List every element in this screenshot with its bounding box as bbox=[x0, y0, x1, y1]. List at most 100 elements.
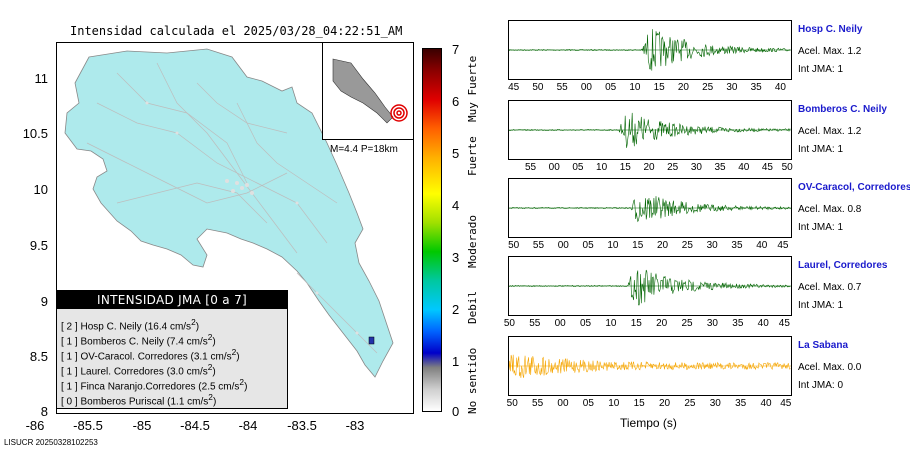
colorbar-tick: 5 bbox=[452, 146, 460, 161]
time-tick: 30 bbox=[706, 240, 718, 251]
time-tick: 00 bbox=[580, 82, 592, 93]
time-tick: 00 bbox=[557, 240, 569, 251]
time-tick: 55 bbox=[532, 398, 544, 409]
time-tick: 15 bbox=[632, 240, 644, 251]
station-marker[interactable] bbox=[368, 336, 375, 345]
waveform-panel[interactable] bbox=[508, 256, 792, 316]
colorbar-category: No sentido bbox=[466, 347, 479, 414]
time-tick: 40 bbox=[757, 318, 769, 329]
time-tick: 05 bbox=[582, 398, 594, 409]
legend-sup: 2 bbox=[207, 362, 213, 372]
time-tick: 50 bbox=[506, 398, 518, 409]
waveform-panel[interactable] bbox=[508, 100, 792, 160]
map-y-tick: 8.5 bbox=[29, 349, 48, 364]
legend-level: [ 1 ] bbox=[61, 381, 78, 393]
legend-sup: 2 bbox=[208, 392, 213, 402]
time-axis-label: Tiempo (s) bbox=[620, 416, 677, 430]
costa-rica-landmass bbox=[64, 48, 394, 378]
time-tick: 50 bbox=[532, 82, 544, 93]
waveform-trace bbox=[509, 112, 791, 148]
time-tick: 25 bbox=[681, 318, 693, 329]
map-svg bbox=[64, 48, 394, 378]
map-x-tick: -84 bbox=[238, 418, 258, 433]
time-tick: 45 bbox=[778, 318, 790, 329]
legend-close: ) bbox=[244, 381, 248, 393]
legend-station: Bomberos C. Neily (7.4 cm/s bbox=[80, 336, 208, 348]
map-y-tick: 9.5 bbox=[29, 238, 48, 253]
time-tick: 50 bbox=[503, 318, 515, 329]
time-tick: 30 bbox=[726, 82, 738, 93]
legend-level: [ 1 ] bbox=[61, 366, 78, 378]
station-acel: Acel. Max. 0.8 bbox=[798, 204, 862, 215]
town-markers bbox=[145, 101, 359, 335]
time-tick: 15 bbox=[630, 318, 642, 329]
intensity-colorbar bbox=[422, 48, 442, 412]
time-tick: 30 bbox=[690, 162, 702, 173]
time-tick: 15 bbox=[619, 162, 631, 173]
legend-station: OV-Caracol. Corredores (3.1 cm/s bbox=[80, 351, 232, 363]
time-tick: 25 bbox=[684, 398, 696, 409]
time-tick: 20 bbox=[656, 318, 668, 329]
map-y-tick: 8 bbox=[40, 404, 48, 419]
map-x-tick: -86 bbox=[25, 418, 45, 433]
time-tick: 35 bbox=[732, 318, 744, 329]
map-y-tick: 9 bbox=[40, 294, 48, 309]
station-int: Int JMA: 1 bbox=[798, 144, 844, 155]
map-x-tick: -84.5 bbox=[180, 418, 210, 433]
time-axis: 55 00 05 10 15 20 25 30 35 40 45 50 bbox=[508, 162, 793, 176]
station-int: Int JMA: 0 bbox=[798, 380, 844, 391]
map-x-tick: -85.5 bbox=[73, 418, 103, 433]
time-tick: 20 bbox=[656, 240, 669, 251]
waveform-panel[interactable] bbox=[508, 336, 792, 396]
time-tick: 10 bbox=[629, 82, 641, 93]
waveform-line bbox=[509, 29, 791, 71]
time-tick: 20 bbox=[677, 82, 689, 93]
time-tick: 55 bbox=[524, 162, 537, 173]
waveform-line bbox=[509, 112, 791, 148]
legend-level: [ 2 ] bbox=[61, 321, 78, 333]
time-tick: 10 bbox=[607, 240, 619, 251]
legend-sup: 2 bbox=[231, 347, 237, 357]
legend-header: INTENSIDAD JMA [0 a 7] bbox=[57, 291, 287, 309]
station-name: Bomberos C. Neily bbox=[798, 104, 887, 115]
station-int: Int JMA: 1 bbox=[798, 300, 844, 311]
time-tick: 40 bbox=[760, 398, 772, 409]
time-tick: 30 bbox=[709, 398, 721, 409]
waveform-panel[interactable] bbox=[508, 178, 792, 238]
colorbar-tick: 2 bbox=[452, 302, 460, 317]
legend-close: ) bbox=[236, 351, 240, 363]
time-axis: 45 50 55 00 05 10 15 20 25 30 35 40 bbox=[508, 82, 790, 96]
station-name: Hosp C. Neily bbox=[798, 24, 863, 35]
time-tick: 40 bbox=[774, 82, 786, 93]
legend-sup: 2 bbox=[239, 377, 245, 387]
legend-item: [ 0 ] Bomberos Puriscal (1.1 cm/s2) bbox=[57, 390, 287, 408]
waveform-panel[interactable] bbox=[508, 20, 792, 80]
station-acel: Acel. Max. 1.2 bbox=[798, 126, 862, 137]
legend-station: Bomberos Puriscal (1.1 cm/s bbox=[80, 396, 209, 408]
colorbar-tick: 0 bbox=[452, 404, 460, 419]
waveform-trace bbox=[509, 354, 791, 378]
colorbar-tick: 1 bbox=[452, 354, 460, 369]
station-acel: Acel. Max. 0.0 bbox=[798, 362, 862, 373]
legend-station: Hosp C. Neily (16.4 cm/s bbox=[80, 321, 192, 333]
page-title: Intensidad calculada el 2025/03/28_04:22… bbox=[70, 24, 403, 38]
colorbar-category: Moderado bbox=[466, 215, 479, 268]
time-tick: 25 bbox=[702, 82, 714, 93]
legend-item: [ 1 ] OV-Caracol. Corredores (3.1 cm/s2) bbox=[57, 345, 287, 363]
map-x-tick: -83.5 bbox=[287, 418, 317, 433]
colorbar-category: Fuerte bbox=[466, 136, 479, 176]
time-tick: 55 bbox=[556, 82, 568, 93]
legend-item: [ 2 ] Hosp C. Neily (16.4 cm/s2) bbox=[57, 315, 287, 333]
time-tick: 20 bbox=[658, 398, 671, 409]
time-tick: 25 bbox=[681, 240, 693, 251]
legend-close: ) bbox=[212, 336, 216, 348]
legend-item: [ 1 ] Bomberos C. Neily (7.4 cm/s2) bbox=[57, 330, 287, 348]
waveform-trace bbox=[509, 29, 791, 71]
time-tick: 45 bbox=[761, 162, 773, 173]
time-tick: 10 bbox=[596, 162, 608, 173]
legend-close: ) bbox=[195, 321, 200, 333]
map-x-tick: -85 bbox=[132, 418, 152, 433]
intensity-legend: INTENSIDAD JMA [0 a 7] [ 2 ] Hosp C. Nei… bbox=[56, 290, 288, 409]
station-name: Laurel, Corredores bbox=[798, 260, 888, 271]
time-axis: 50 55 00 05 10 15 20 25 30 35 40 45 bbox=[508, 240, 790, 254]
